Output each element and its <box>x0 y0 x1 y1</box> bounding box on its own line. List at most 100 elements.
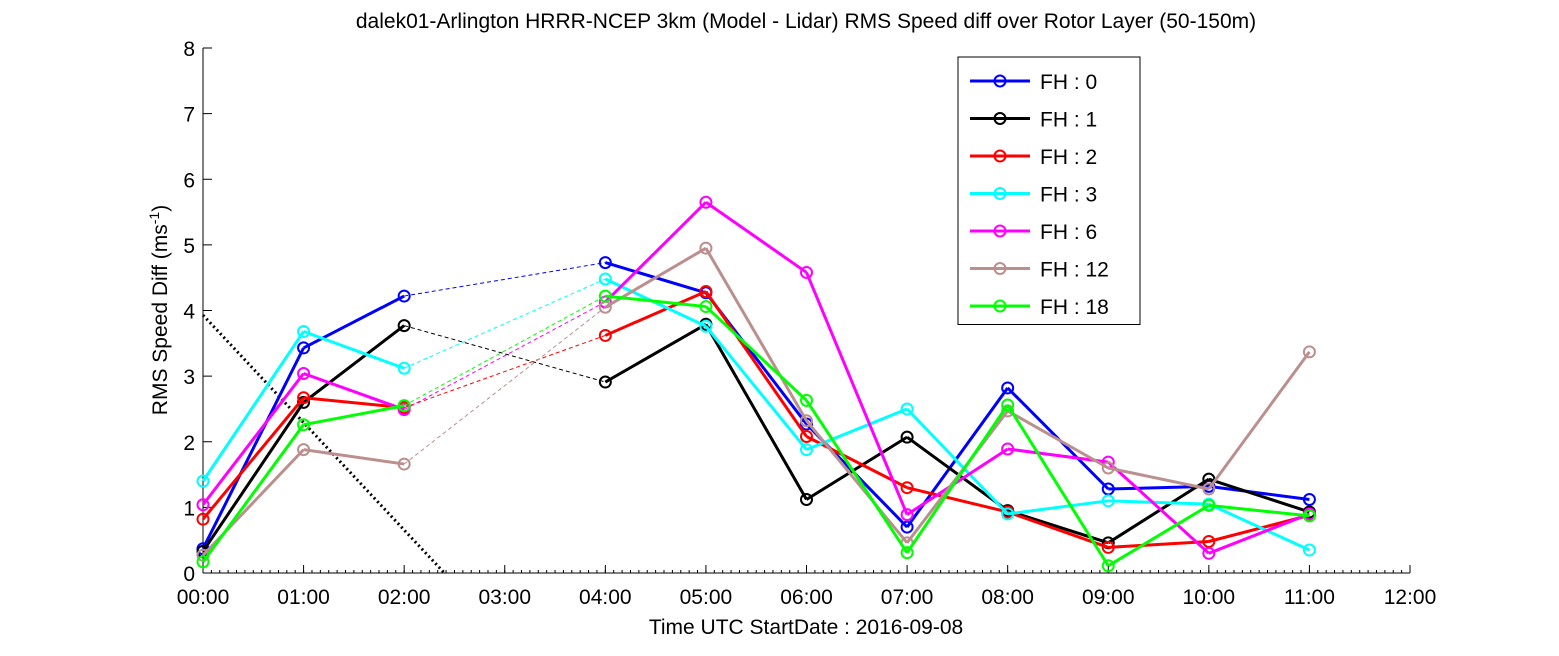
data-point <box>1001 398 1015 412</box>
data-point <box>1302 543 1316 557</box>
y-tick-label: 1 <box>183 497 195 520</box>
series-segment <box>303 404 405 427</box>
data-point <box>1202 546 1216 560</box>
series-fh-12 <box>196 241 1316 562</box>
series-segment <box>1006 404 1110 567</box>
series-segment <box>906 447 1009 516</box>
series-gap-connector <box>403 301 606 411</box>
series-fh-2 <box>196 284 1316 554</box>
series-segment <box>201 347 305 550</box>
data-point <box>800 443 813 457</box>
x-tick-label: 09:00 <box>1082 586 1135 609</box>
data-point <box>297 325 311 338</box>
legend-swatch-marker <box>993 187 1007 200</box>
legend-entry-label: FH : 6 <box>1040 221 1097 244</box>
y-tick-label: 0 <box>183 563 195 586</box>
y-tick-label: 8 <box>183 38 195 61</box>
series-segment <box>1007 509 1109 545</box>
series-gap-connector <box>404 325 606 383</box>
series-segment <box>704 290 808 438</box>
data-point <box>598 328 612 342</box>
data-point <box>598 289 612 303</box>
series-segment <box>1108 499 1209 506</box>
series-segment <box>805 419 909 544</box>
series-segment <box>201 396 305 521</box>
series-segment <box>1107 477 1210 545</box>
series-segment <box>805 435 908 501</box>
series-segment <box>805 399 909 554</box>
series-segment <box>905 404 1009 554</box>
legend-swatch-marker <box>993 299 1007 313</box>
series-segment <box>704 323 808 501</box>
data-point <box>900 508 914 522</box>
data-point <box>297 367 311 380</box>
data-point <box>800 265 813 279</box>
data-point <box>900 546 914 560</box>
series-segment <box>303 372 405 412</box>
series-segment <box>704 305 808 402</box>
series-segment <box>805 435 908 490</box>
x-tick-label: 05:00 <box>680 586 733 609</box>
series-segment <box>1208 502 1311 552</box>
data-point <box>297 443 311 457</box>
series-fh-6 <box>196 195 1316 560</box>
y-axis-label-main: RMS Speed Diff (ms <box>149 224 172 415</box>
data-point <box>598 272 612 286</box>
data-point <box>800 493 813 506</box>
series-segment <box>302 294 405 350</box>
series-segment <box>604 201 707 304</box>
x-tick-label: 06:00 <box>780 586 833 609</box>
series-segment <box>1107 460 1210 555</box>
data-point <box>196 555 210 569</box>
x-tick-label: 11:00 <box>1284 586 1335 609</box>
legend-entry-label: FH : 18 <box>1040 296 1109 319</box>
series-segment <box>303 396 405 410</box>
data-point <box>699 300 713 314</box>
series-segment <box>201 401 305 553</box>
data-point <box>1001 381 1015 395</box>
legend-swatch-marker <box>993 262 1007 275</box>
series-gap-connector <box>404 262 606 297</box>
data-point <box>397 399 411 413</box>
data-point <box>699 284 713 298</box>
data-point <box>397 457 411 471</box>
data-point <box>1001 442 1015 456</box>
data-point <box>397 289 411 303</box>
data-point <box>900 402 914 416</box>
legend-entry-label: FH : 2 <box>1040 146 1097 169</box>
x-tick-label: 08:00 <box>981 586 1034 609</box>
series-fh-0 <box>196 256 1316 556</box>
x-tick-label: 10:00 <box>1183 586 1236 609</box>
data-point <box>598 375 612 389</box>
y-tick-label: 4 <box>183 301 195 324</box>
series-segment <box>303 330 405 370</box>
plot-area: 00:00 01:00 02:00 03:00 04:00 05:00 06:00 07:00… <box>177 38 1437 609</box>
series-segment <box>805 407 908 452</box>
data-point <box>1101 540 1115 554</box>
data-point <box>1302 493 1316 506</box>
y-axis-label-end: ) <box>149 205 172 212</box>
series-segment <box>1107 504 1210 568</box>
x-tick-label: 07:00 <box>881 586 934 609</box>
legend-swatch-marker <box>993 149 1007 163</box>
series-segment <box>1208 503 1310 518</box>
series-segment <box>201 372 305 506</box>
series-segment <box>705 200 808 274</box>
data-point <box>1101 536 1115 550</box>
data-point <box>900 481 914 495</box>
chart-title: dalek01-Arlington HRRR-NCEP 3km (Model -… <box>356 10 1256 33</box>
data-point <box>1101 461 1115 475</box>
series-gap-connector <box>403 278 606 369</box>
series-segment <box>1207 350 1311 490</box>
series-segment <box>1208 484 1310 501</box>
data-point <box>1101 559 1115 573</box>
series-gap-connector <box>403 306 606 465</box>
data-point <box>900 430 914 444</box>
data-point <box>1302 509 1316 523</box>
series-segment <box>201 423 305 563</box>
y-tick-label: 3 <box>183 366 195 389</box>
data-point <box>196 474 210 488</box>
legend-entry-label: FH : 1 <box>1040 109 1097 132</box>
legend-swatch-marker <box>993 74 1007 88</box>
